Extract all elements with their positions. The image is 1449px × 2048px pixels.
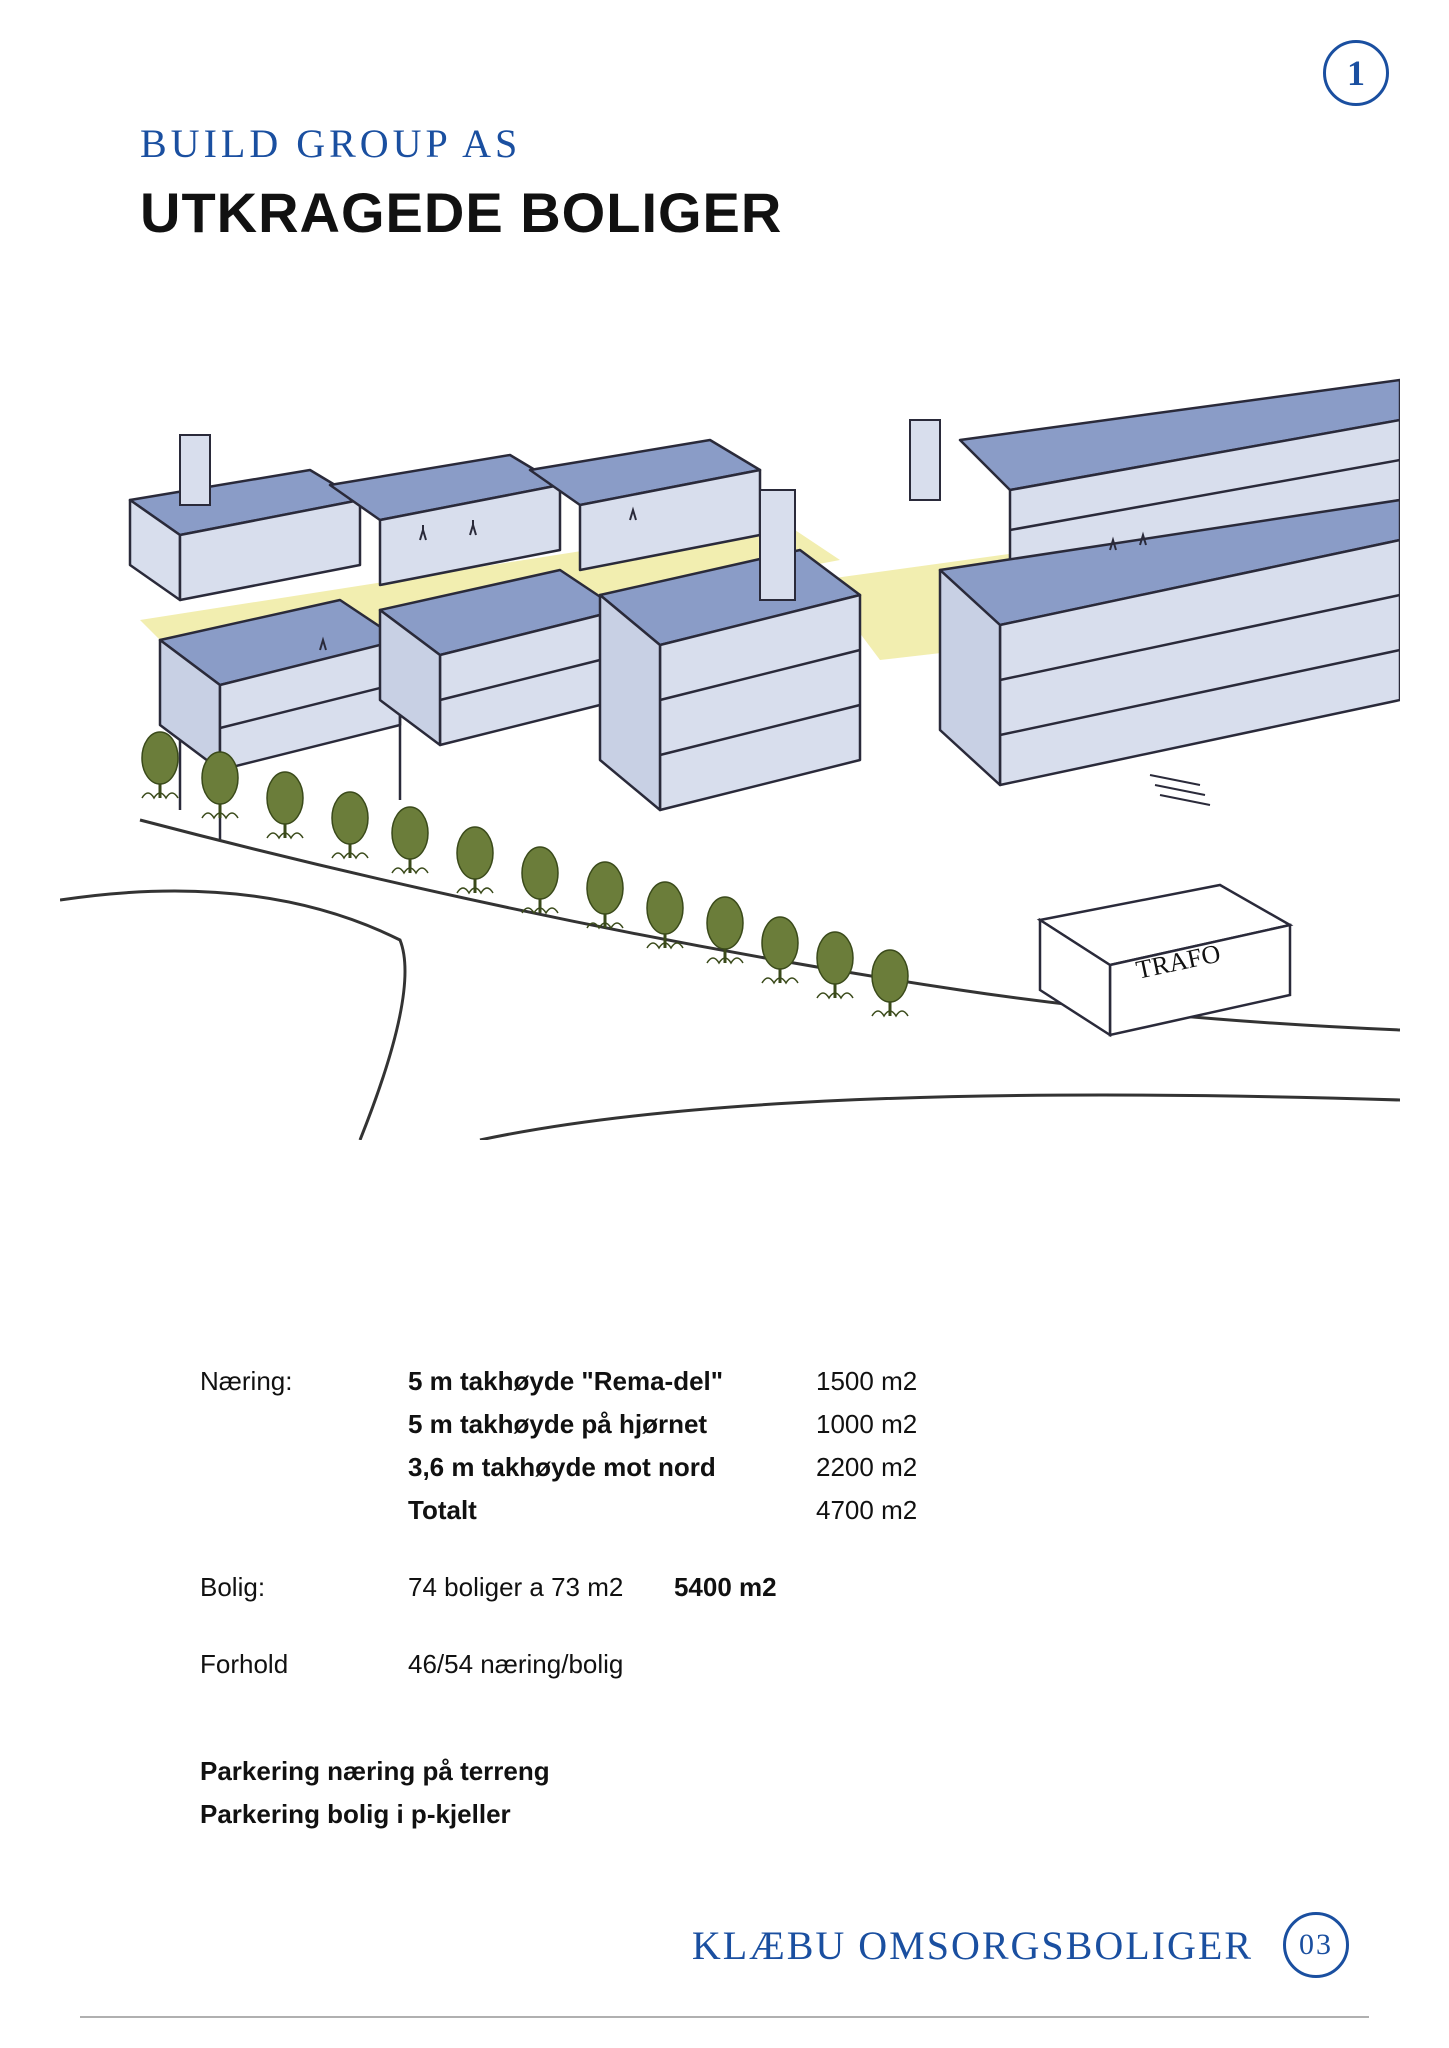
building-sketch: TRAFO bbox=[60, 340, 1400, 1140]
naering-row-desc: 3,6 m takhøyde mot nord bbox=[408, 1446, 816, 1489]
naering-row-val: 4700 m2 bbox=[816, 1489, 984, 1532]
spec-table: Næring: 5 m takhøyde "Rema-del" 1500 m2 … bbox=[200, 1360, 984, 1836]
page-number: 1 bbox=[1347, 52, 1365, 94]
forhold-desc: 46/54 næring/bolig bbox=[408, 1643, 816, 1686]
footer-handwritten: KLÆBU OMSORGSBOLIGER 03 bbox=[692, 1912, 1349, 1978]
naering-row-desc: 5 m takhøyde på hjørnet bbox=[408, 1403, 816, 1446]
footer-rule bbox=[80, 2016, 1369, 2018]
naering-row-val: 1500 m2 bbox=[816, 1360, 984, 1403]
parkering-line: Parkering bolig i p-kjeller bbox=[200, 1793, 984, 1836]
naering-row-val: 1000 m2 bbox=[816, 1403, 984, 1446]
naering-label: Næring: bbox=[200, 1360, 408, 1403]
page-number-badge: 1 bbox=[1323, 40, 1389, 106]
footer-badge: 03 bbox=[1283, 1912, 1349, 1978]
parkering-line: Parkering næring på terreng bbox=[200, 1750, 984, 1793]
page-title: UTKRAGEDE BOLIGER bbox=[140, 180, 782, 245]
naering-row-desc: 5 m takhøyde "Rema-del" bbox=[408, 1360, 816, 1403]
forhold-label: Forhold bbox=[200, 1643, 408, 1686]
bolig-label: Bolig: bbox=[200, 1566, 408, 1609]
company-handwritten: BUILD GROUP AS bbox=[140, 120, 521, 167]
bolig-desc: 74 boliger a 73 m2 5400 m2 bbox=[408, 1566, 816, 1609]
footer-text: KLÆBU OMSORGSBOLIGER bbox=[692, 1922, 1253, 1969]
naering-row-val: 2200 m2 bbox=[816, 1446, 984, 1489]
naering-row-desc: Totalt bbox=[408, 1489, 816, 1532]
